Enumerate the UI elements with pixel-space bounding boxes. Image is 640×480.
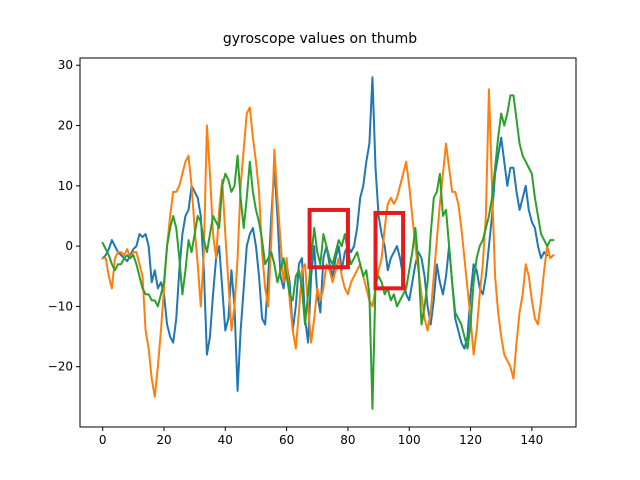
x-tick-label: 0: [99, 433, 107, 447]
y-tick-label: 0: [65, 239, 73, 253]
y-tick-label: −20: [48, 360, 73, 374]
x-tick-label: 20: [156, 433, 171, 447]
chart-title: gyroscope values on thumb: [223, 31, 417, 47]
y-axis: −20 −10 0 10 20 30: [48, 58, 80, 374]
series-line-3: [101, 94, 555, 410]
series-line-1: [101, 76, 549, 392]
highlight-box-2: [373, 210, 406, 291]
y-tick-label: 20: [58, 119, 73, 133]
annotation-boxes: [307, 207, 406, 291]
highlight-box-1: [307, 207, 350, 270]
x-tick-label: 120: [459, 433, 482, 447]
x-tick-label: 40: [218, 433, 233, 447]
y-tick-label: −10: [48, 299, 73, 313]
x-tick-label: 100: [398, 433, 421, 447]
x-tick-label: 60: [279, 433, 294, 447]
axes-frame: [79, 57, 577, 428]
x-axis: 0 20 40 60 80 100 120 140: [99, 427, 543, 447]
y-tick-label: 10: [58, 179, 73, 193]
y-tick-label: 30: [58, 58, 73, 72]
x-tick-label: 80: [340, 433, 355, 447]
x-tick-label: 140: [520, 433, 543, 447]
